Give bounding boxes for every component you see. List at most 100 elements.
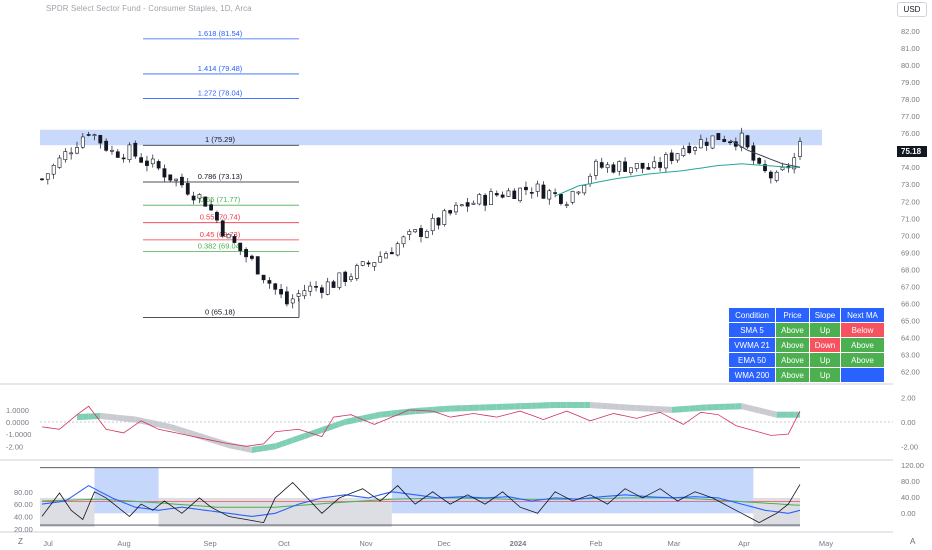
stoch-main-line [41, 481, 801, 524]
candle-body [780, 166, 785, 171]
candle-body [570, 190, 575, 203]
candle-body [337, 272, 342, 288]
candle-body [518, 187, 523, 202]
slope-cell: Down [810, 338, 840, 352]
candle-body [384, 253, 388, 259]
oscillator-band-segment [549, 401, 556, 409]
oscillator-band-segment [391, 409, 398, 417]
stoch-neutral-region [158, 497, 392, 527]
candle-body [145, 160, 149, 166]
oscillator-band-segment [788, 411, 795, 418]
price-axis-tick: 78.00 [901, 95, 920, 104]
oscillator-band-segment [671, 406, 678, 413]
time-axis-tick: Apr [738, 539, 750, 548]
price-axis-tick: 64.00 [901, 333, 920, 342]
oscillator-left-tick: 0.0000 [6, 418, 29, 427]
oscillator-band-segment [152, 420, 159, 428]
auto-scale-corner-label[interactable]: A [910, 537, 916, 546]
candle-body [646, 167, 651, 170]
candle-body [191, 195, 196, 201]
oscillator-band-segment [455, 405, 462, 412]
time-axis[interactable]: Jul Aug Sep Oct Nov Dec 2024 Feb Mar Apr May [43, 539, 833, 548]
oscillator-band-segment [386, 410, 392, 418]
oscillator-band-segment [275, 441, 282, 450]
stochastic-pane[interactable]: 80.00 60.00 40.00 20.00 120.00 80.00 40.00 0.00 [14, 461, 924, 534]
oscillator-band-segment [205, 434, 212, 443]
time-axis-tick: Sep [203, 539, 216, 548]
candle-body [419, 228, 423, 237]
candle-body [162, 168, 167, 178]
oscillator-left-tick: -2.00 [6, 442, 23, 451]
price-axis-tick: 68.00 [901, 265, 920, 274]
oscillator-band-segment [251, 445, 258, 453]
price-axis-tick: 82.00 [901, 27, 920, 36]
price-pane[interactable]: 1.618 (81.54) 1.414 (79.48) 1.272 (78.04) 1… [0, 10, 920, 533]
oscillator-band-segment [111, 414, 118, 421]
price-axis-tick: 65.00 [901, 316, 920, 325]
oscillator-band-segment [415, 407, 421, 415]
oscillator-pane[interactable]: 1.0000 0.0000 -1.0000 -2.00 2.00 0.00 -2.00 [6, 394, 918, 453]
candle-body [436, 217, 441, 226]
fib-level-label: 1.414 (79.48) [198, 64, 243, 73]
candle-body [209, 204, 213, 211]
stoch-right-tick: 40.00 [901, 493, 920, 502]
oscillator-band-segment [508, 403, 515, 410]
candle-body [127, 144, 132, 161]
fib-level-label: 1.618 (81.54) [198, 29, 243, 38]
oscillator-band-segment [187, 429, 194, 438]
oscillator-band-segment [117, 414, 124, 422]
slope-cell: Up [810, 368, 840, 382]
candle-body [477, 194, 482, 205]
ma-table-row: SMA 5 Above Up Below [729, 323, 884, 337]
oscillator-band-segment [543, 402, 550, 409]
price-axis-tick: 66.00 [901, 299, 920, 308]
candle-body [424, 231, 429, 238]
fib-level-label: 1.272 (78.04) [198, 88, 243, 97]
candle-body [349, 276, 353, 280]
price-axis-tick: 72.00 [901, 197, 920, 206]
oscillator-band-segment [345, 417, 352, 426]
timezone-corner-label[interactable]: Z [18, 537, 23, 546]
candle-body [774, 171, 779, 181]
candle-body [798, 141, 802, 157]
last-price-label: 75.18 [897, 146, 927, 157]
candle-body [104, 140, 109, 151]
candles [40, 127, 802, 309]
candle-body [582, 185, 587, 194]
next-ma-cell [841, 368, 884, 382]
oscillator-band-segment [648, 405, 655, 412]
oscillator-band-segment [525, 402, 532, 410]
oscillator-band-segment [502, 403, 509, 410]
candle-body [640, 162, 645, 169]
oscillator-band-segment [572, 401, 579, 409]
candle-body [372, 262, 377, 267]
currency-button[interactable]: USD [897, 2, 927, 17]
oscillator-band-segment [286, 437, 293, 446]
price-axis-tick: 81.00 [901, 44, 920, 53]
oscillator-left-tick: 1.0000 [6, 406, 29, 415]
oscillator-line [41, 405, 801, 447]
candle-body [594, 160, 598, 176]
price-axis-tick: 79.00 [901, 78, 920, 87]
oscillator-band-segment [677, 406, 684, 413]
slope-cell: Up [810, 323, 840, 337]
candle-body [710, 135, 715, 149]
candle-body [51, 164, 56, 175]
oscillator-band-segment [595, 402, 602, 409]
oscillator-band-segment [467, 404, 474, 412]
candle-body [261, 274, 266, 281]
fib-level-label: 0.45 (69.73) [200, 230, 241, 239]
price-axis-tick: 70.00 [901, 231, 920, 240]
oscillator-band-segment [269, 443, 276, 451]
candle-body [768, 171, 773, 179]
oscillator-band-segment [181, 427, 188, 436]
candle-body [325, 281, 330, 295]
oscillator-band-segment [164, 422, 171, 430]
oscillator-band-segment [613, 403, 620, 411]
price-cell: Above [776, 338, 809, 352]
oscillator-band-segment [450, 405, 456, 412]
oscillator-band-segment [520, 402, 526, 410]
candle-body [663, 154, 668, 169]
oscillator-band-segment [700, 404, 707, 411]
